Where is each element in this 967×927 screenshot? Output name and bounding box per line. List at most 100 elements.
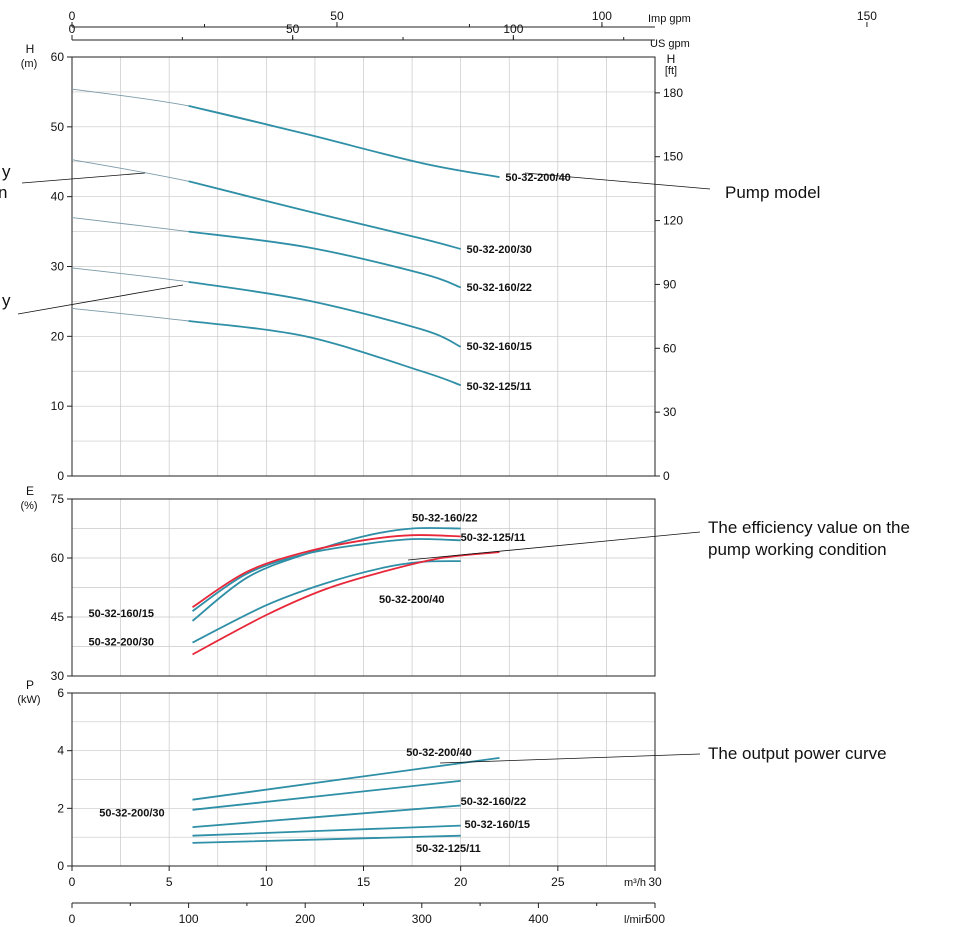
power-curve-50-32-125-11 bbox=[192, 834, 461, 844]
efficiency-curve-label: 50-32-200/40 bbox=[379, 594, 444, 606]
head-y2tick-label: 180 bbox=[663, 86, 683, 100]
efficiency-ytick-label: 45 bbox=[51, 610, 65, 624]
head-curve-50-32-160-22 bbox=[188, 230, 462, 289]
power-yunit: (kW) bbox=[17, 694, 40, 706]
head-y2tick-label: 0 bbox=[663, 469, 670, 483]
power-ytick-label: 4 bbox=[57, 744, 64, 758]
efficiency-curve-label: 50-32-200/30 bbox=[89, 636, 154, 648]
imp-gpm-tick-label: 150 bbox=[857, 9, 877, 23]
power-curve-curve-1 bbox=[192, 780, 461, 811]
efficiency-ytick-label: 30 bbox=[51, 669, 65, 683]
power-curve-50-32-160-22 bbox=[192, 804, 461, 828]
head-curve-label: 50-32-125/11 bbox=[466, 381, 531, 393]
head-curve-50-32-200-30 bbox=[188, 180, 461, 250]
efficiency-yunit: (%) bbox=[20, 500, 37, 512]
efficiency-curve-50-32-125-11 bbox=[191, 538, 461, 612]
annotation-output-power: The output power curve bbox=[708, 744, 887, 763]
performance-curves bbox=[71, 88, 500, 844]
power-curve-label: 50-32-160/22 bbox=[461, 796, 526, 808]
x-tick-label: 5 bbox=[166, 875, 173, 889]
annotation-efficiency-line2: pump working condition bbox=[708, 540, 887, 559]
lmin-tick-label: 200 bbox=[295, 912, 315, 926]
power-ytick-label: 6 bbox=[57, 686, 64, 700]
head-y2tick-label: 90 bbox=[663, 277, 677, 291]
leader-pump-model bbox=[524, 172, 711, 190]
head-y2tick-label: 30 bbox=[663, 405, 677, 419]
head-y2tick-label: 150 bbox=[663, 150, 683, 164]
head-curve-label: 50-32-200/40 bbox=[505, 172, 570, 184]
lmin-tick-label: 500 bbox=[645, 912, 665, 926]
head-ylabel: H bbox=[26, 42, 35, 56]
annotation-pump-model: Pump model bbox=[725, 183, 820, 202]
imp-gpm-tick-label: 100 bbox=[592, 9, 612, 23]
annotation-cut-left-1b: n bbox=[0, 183, 7, 202]
head-ytick-label: 60 bbox=[51, 50, 65, 64]
efficiency-curve-label: 50-32-125/11 bbox=[461, 532, 526, 544]
lmin-tick-label: 100 bbox=[179, 912, 199, 926]
head-curve-label: 50-32-200/30 bbox=[466, 244, 531, 256]
efficiency-curve-label: 50-32-160/22 bbox=[412, 512, 477, 524]
power-curve-label: 50-32-200/30 bbox=[99, 808, 164, 820]
head-curve-50-32-200-40 bbox=[188, 105, 500, 178]
head-ytick-label: 40 bbox=[51, 190, 65, 204]
power-curve-label: 50-32-160/15 bbox=[465, 819, 530, 831]
x-tick-label: 25 bbox=[551, 875, 565, 889]
head-curve-50-32-200-40-thin bbox=[71, 88, 500, 178]
lmin-tick-label: 300 bbox=[412, 912, 432, 926]
head-curve-50-32-160-15 bbox=[188, 281, 462, 348]
x-tick-label: 15 bbox=[357, 875, 371, 889]
imp-gpm-unit: Imp gpm bbox=[648, 13, 691, 25]
head-y2tick-label: 60 bbox=[663, 341, 677, 355]
lmin-tick-label: 400 bbox=[528, 912, 548, 926]
annotation-cut-left-1a: y bbox=[2, 162, 11, 181]
efficiency-curve-label: 50-32-160/15 bbox=[89, 608, 154, 620]
power-curve-50-32-160-15 bbox=[192, 824, 461, 837]
head-curve-label: 50-32-160/15 bbox=[466, 341, 531, 353]
head-ytick-label: 20 bbox=[51, 329, 65, 343]
head-ytick-label: 30 bbox=[51, 260, 65, 274]
head-y2unit: [ft] bbox=[665, 65, 677, 77]
head-y2tick-label: 120 bbox=[663, 214, 683, 228]
power-ylabel: P bbox=[26, 678, 34, 692]
head-ytick-label: 50 bbox=[51, 120, 65, 134]
imp-gpm-tick-label: 50 bbox=[330, 9, 344, 23]
power-curve-label: 50-32-200/40 bbox=[406, 747, 471, 759]
annotations: Pump model The efficiency value on the p… bbox=[0, 162, 910, 764]
lmin-unit: l/min bbox=[624, 914, 647, 926]
axis-ticks: 0102030405060H(m)0306090120150180H[ft]30… bbox=[17, 9, 877, 926]
x-tick-label: 10 bbox=[260, 875, 274, 889]
leader-output-power bbox=[439, 753, 701, 764]
lmin-tick-label: 0 bbox=[69, 912, 76, 926]
head-y2label: H bbox=[667, 52, 676, 66]
x-tick-label: 20 bbox=[454, 875, 468, 889]
head-curve-label: 50-32-160/22 bbox=[466, 282, 531, 294]
power-ytick-label: 0 bbox=[57, 859, 64, 873]
efficiency-ylabel: E bbox=[26, 484, 34, 498]
head-curve-50-32-125-11 bbox=[188, 320, 462, 387]
head-ytick-label: 0 bbox=[57, 469, 64, 483]
power-ytick-label: 2 bbox=[57, 801, 64, 815]
us-gpm-tick-label: 0 bbox=[69, 22, 76, 36]
imp-gpm-tick-label: 0 bbox=[69, 9, 76, 23]
us-gpm-tick-label: 50 bbox=[286, 22, 300, 36]
efficiency-curve-50-32-200-40 bbox=[192, 551, 500, 656]
efficiency-panel-frame bbox=[71, 498, 656, 677]
annotation-cut-left-2: y bbox=[2, 291, 11, 310]
x-unit: m³/h bbox=[624, 877, 646, 889]
efficiency-ytick-label: 60 bbox=[51, 551, 65, 565]
curve-labels: 50-32-200/40 50-32-200/30 50-32-160/22 50-3… bbox=[89, 172, 571, 855]
efficiency-curve-50-32-160-22 bbox=[191, 527, 461, 622]
power-curve-label: 50-32-125/11 bbox=[416, 843, 481, 855]
annotation-efficiency-line1: The efficiency value on the bbox=[708, 518, 910, 537]
leader-cut-left-2 bbox=[17, 284, 184, 315]
efficiency-curve-curve-2 bbox=[192, 534, 461, 608]
x-tick-label: 0 bbox=[69, 875, 76, 889]
head-yunit: (m) bbox=[21, 58, 38, 70]
leader-cut-left-1 bbox=[21, 172, 146, 184]
leader-efficiency bbox=[407, 531, 701, 561]
efficiency-ytick-label: 75 bbox=[51, 492, 65, 506]
x-tick-label: 30 bbox=[648, 875, 662, 889]
us-gpm-tick-label: 100 bbox=[503, 22, 523, 36]
head-ytick-label: 10 bbox=[51, 399, 65, 413]
us-gpm-unit: US gpm bbox=[650, 38, 690, 50]
